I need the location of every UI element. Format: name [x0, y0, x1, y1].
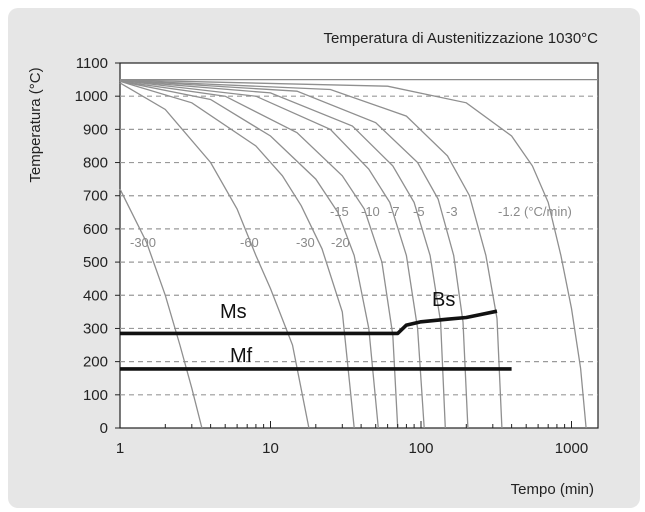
x-tick-label: 10	[262, 440, 279, 457]
y-tick-label: 500	[83, 254, 108, 271]
y-tick-label: 100	[83, 387, 108, 404]
cooling-curve-300	[119, 188, 203, 429]
label-mf: Mf	[230, 345, 253, 367]
y-tick-label: 1100	[76, 55, 108, 72]
rate-label: -60	[240, 235, 259, 250]
y-ticks: 0 100 200 300 400 500 600 700 800 900 1000 1100	[75, 55, 120, 437]
x-ticks: 1 10 100 1000	[116, 421, 588, 457]
y-tick-label: 800	[83, 155, 108, 172]
rate-label: -5	[413, 204, 425, 219]
y-tick-label: 400	[83, 287, 108, 304]
y-tick-label: 200	[83, 354, 108, 371]
y-tick-label: 300	[83, 320, 108, 337]
cooling-curve-20	[119, 80, 379, 429]
y-axis-label: Temperatura (°C)	[27, 67, 44, 182]
chart-title: Temperatura di Austenitizzazione 1030°C	[324, 30, 599, 47]
x-tick-label: 100	[408, 440, 433, 457]
cooling-curve-30	[119, 80, 355, 429]
grid	[120, 78, 598, 396]
label-bs: Bs	[432, 289, 455, 311]
rate-label: -10	[361, 204, 380, 219]
y-tick-label: 600	[83, 221, 108, 238]
rate-label: -30	[296, 235, 315, 250]
rate-label: -20	[331, 235, 350, 250]
cooling-curves	[119, 79, 587, 429]
x-axis-label: Tempo (min)	[511, 481, 594, 498]
cooling-curve-12	[119, 79, 587, 429]
plot-area	[119, 62, 599, 429]
cooling-curve-3	[119, 79, 503, 429]
rate-label: -300	[130, 235, 156, 250]
y-tick-label: 0	[100, 420, 108, 437]
x-tick-label: 1	[116, 440, 124, 457]
cooling-curve-10	[119, 79, 425, 429]
cooling-curve-5	[119, 79, 469, 429]
rate-label: -7	[388, 204, 400, 219]
rate-label: -1.2 (°C/min)	[498, 204, 572, 219]
cooling-curve-15	[119, 80, 399, 429]
curve-labels: -300 -60 -30 -20 -15 -10 -7 -5 -3 -1.2 (°C/min) Ms…	[130, 204, 572, 367]
label-ms: Ms	[220, 301, 247, 323]
rate-label: -15	[330, 204, 349, 219]
transformation-lines	[120, 309, 512, 371]
y-tick-label: 1000	[75, 88, 108, 105]
x-tick-label: 1000	[555, 440, 588, 457]
y-tick-label: 700	[83, 188, 108, 205]
cooling-curve-60	[119, 82, 310, 429]
cooling-curve-7	[119, 79, 446, 429]
line-ms	[120, 309, 498, 336]
rate-label: -3	[446, 204, 458, 219]
y-tick-label: 900	[83, 121, 108, 138]
